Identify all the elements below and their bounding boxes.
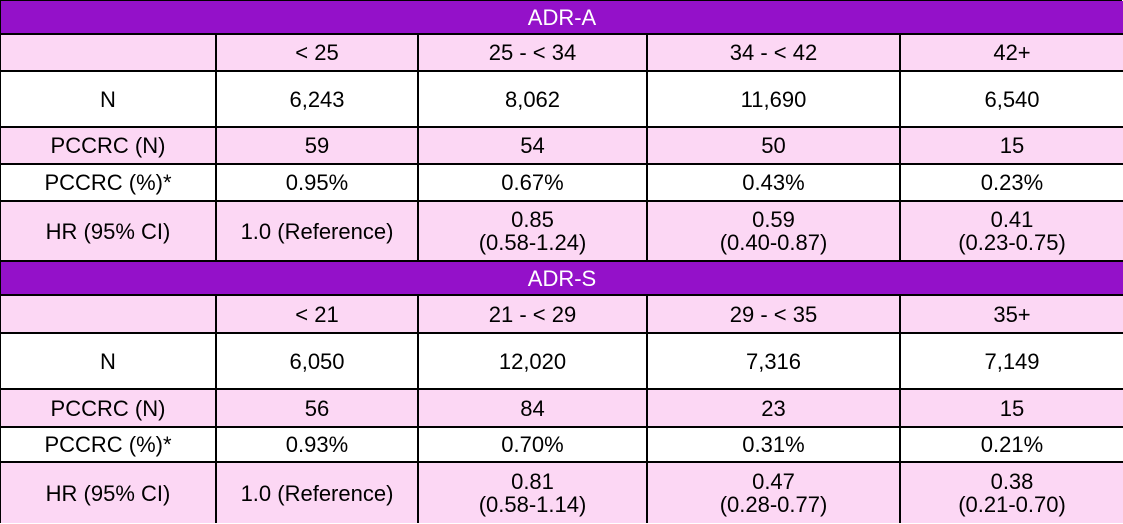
- cell: 0.43%: [648, 165, 901, 202]
- section-header-adr-s: ADR-S: [1, 262, 1123, 296]
- cell: 0.21%: [901, 428, 1123, 463]
- cell: 1.0 (Reference): [217, 463, 419, 523]
- row-label-hr: HR (95% CI): [1, 463, 217, 523]
- cell: 6,050: [217, 334, 419, 390]
- hr-ci: (0.21-0.70): [958, 492, 1066, 517]
- hr-value: 0.59: [752, 207, 795, 232]
- hr-ci: (0.58-1.24): [478, 230, 587, 255]
- cell: 0.31%: [648, 428, 901, 463]
- cell: 0.41 (0.23-0.75): [901, 202, 1123, 262]
- cell: 0.70%: [419, 428, 648, 463]
- header-col-3: 34 - < 42: [648, 35, 901, 72]
- cell: 7,316: [648, 334, 901, 390]
- cell: 7,149: [901, 334, 1123, 390]
- hr-ci: (0.58-1.14): [478, 492, 587, 517]
- cell: 6,540: [901, 72, 1123, 128]
- header-blank: [1, 35, 217, 72]
- header-col-4: 42+: [901, 35, 1123, 72]
- cell: 0.95%: [217, 165, 419, 202]
- cell: 23: [648, 390, 901, 428]
- row-label-pccrc-n: PCCRC (N): [1, 390, 217, 428]
- cell: 0.47 (0.28-0.77): [648, 463, 901, 523]
- cell: 6,243: [217, 72, 419, 128]
- cell: 15: [901, 390, 1123, 428]
- section-header-adr-a: ADR-A: [1, 1, 1123, 35]
- hr-ci: (0.23-0.75): [958, 230, 1066, 255]
- hr-value: 0.38: [990, 469, 1034, 494]
- cell: 15: [901, 128, 1123, 165]
- cell: 54: [419, 128, 648, 165]
- cell: 0.81 (0.58-1.14): [419, 463, 648, 523]
- cell: 0.85 (0.58-1.24): [419, 202, 648, 262]
- cell: 84: [419, 390, 648, 428]
- hr-value: 0.47: [752, 469, 795, 494]
- header-blank: [1, 296, 217, 334]
- header-col-2: 25 - < 34: [419, 35, 648, 72]
- row-label-hr: HR (95% CI): [1, 202, 217, 262]
- cell: 0.93%: [217, 428, 419, 463]
- cell: 59: [217, 128, 419, 165]
- row-label-n: N: [1, 72, 217, 128]
- header-col-2: 21 - < 29: [419, 296, 648, 334]
- header-col-3: 29 - < 35: [648, 296, 901, 334]
- row-label-pccrc-pct: PCCRC (%)*: [1, 428, 217, 463]
- cell: 8,062: [419, 72, 648, 128]
- hr-value: 0.85: [511, 207, 554, 232]
- hr-value: 0.41: [990, 207, 1034, 232]
- cell: 0.67%: [419, 165, 648, 202]
- hr-ci: (0.40-0.87): [719, 230, 828, 255]
- hr-value: 0.81: [511, 469, 554, 494]
- hr-ci: (0.28-0.77): [719, 492, 828, 517]
- row-label-pccrc-n: PCCRC (N): [1, 128, 217, 165]
- row-label-n: N: [1, 334, 217, 390]
- cell: 0.59 (0.40-0.87): [648, 202, 901, 262]
- cell: 12,020: [419, 334, 648, 390]
- header-col-1: < 21: [217, 296, 419, 334]
- cell: 0.38 (0.21-0.70): [901, 463, 1123, 523]
- header-col-1: < 25: [217, 35, 419, 72]
- cell: 1.0 (Reference): [217, 202, 419, 262]
- row-label-pccrc-pct: PCCRC (%)*: [1, 165, 217, 202]
- cell: 56: [217, 390, 419, 428]
- cell: 50: [648, 128, 901, 165]
- cell: 0.23%: [901, 165, 1123, 202]
- cell: 11,690: [648, 72, 901, 128]
- header-col-4: 35+: [901, 296, 1123, 334]
